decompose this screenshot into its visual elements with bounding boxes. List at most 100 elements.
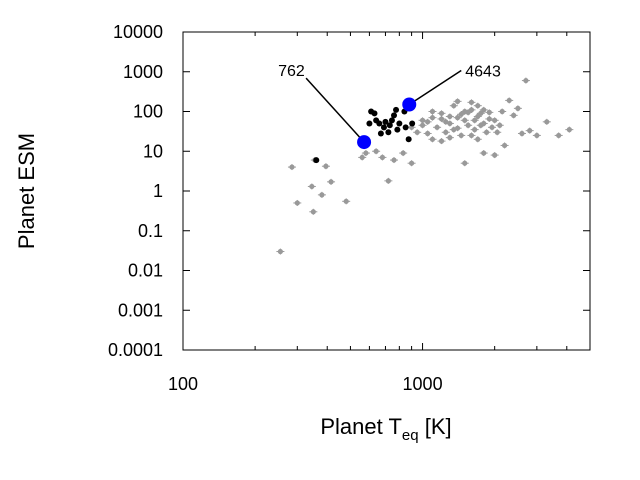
subset-marker (402, 124, 409, 131)
background-point (470, 117, 479, 124)
background-marker (501, 142, 508, 149)
background-marker (408, 160, 415, 166)
subset-marker (386, 122, 393, 129)
background-marker (468, 107, 475, 113)
background-marker (323, 163, 329, 169)
background-point (485, 109, 494, 116)
background-point (423, 130, 432, 137)
background-marker (319, 192, 325, 198)
y-axis-label: Planet ESM (14, 133, 39, 249)
background-marker (497, 122, 503, 128)
background-point (361, 150, 370, 157)
background-marker (468, 132, 475, 139)
background-point (565, 126, 574, 133)
background-point (479, 120, 488, 127)
background-marker (494, 129, 500, 135)
background-marker (391, 157, 397, 163)
background-marker (475, 136, 481, 142)
background-point (441, 118, 450, 125)
background-point (449, 126, 458, 133)
background-marker (534, 132, 540, 139)
background-marker (429, 108, 436, 115)
background-marker (400, 150, 406, 156)
background-marker (443, 119, 449, 125)
x-axis-label-unit: [K] (419, 414, 452, 439)
background-marker (454, 98, 461, 104)
background-point (445, 113, 454, 120)
background-point (307, 183, 316, 190)
background-marker (429, 136, 436, 142)
subset-marker (380, 124, 387, 131)
background-marker (478, 110, 484, 116)
subset-marker (409, 120, 416, 127)
subset-points (313, 106, 416, 164)
background-point (276, 248, 285, 255)
background-marker (483, 129, 490, 135)
subset-marker (377, 130, 384, 137)
background-marker (434, 124, 440, 130)
background-marker (458, 111, 464, 117)
subset-marker (405, 136, 412, 143)
background-marker (519, 130, 525, 137)
background-point (509, 112, 518, 119)
background-marker (447, 113, 453, 120)
background-point (453, 114, 462, 121)
background-marker (454, 115, 461, 121)
background-point (490, 117, 499, 124)
background-marker (566, 127, 572, 133)
background-point (437, 110, 446, 117)
background-marker (492, 152, 498, 158)
background-marker (309, 183, 315, 190)
background-point (407, 160, 416, 167)
background-point (488, 124, 497, 131)
background-point (554, 132, 563, 139)
background-point (513, 105, 522, 112)
background-point (457, 132, 466, 139)
background-point (399, 150, 408, 157)
x-tick-label: 1000 (403, 374, 443, 394)
highlight-marker (357, 135, 372, 150)
background-point (495, 122, 504, 129)
background-point (493, 129, 502, 136)
background-population-points (276, 77, 574, 255)
annotation-leader-line (305, 77, 365, 143)
background-marker (443, 129, 449, 135)
background-marker (511, 112, 517, 118)
background-marker (492, 117, 498, 123)
background-marker (385, 178, 391, 184)
subset-marker (366, 120, 373, 127)
background-point (467, 99, 476, 106)
x-axis-label-main: Planet T (320, 414, 402, 439)
background-point (485, 115, 494, 122)
y-tick-label: 0.0001 (108, 340, 163, 360)
background-point (498, 108, 507, 115)
background-marker (277, 248, 283, 255)
background-point (428, 136, 437, 143)
background-point (517, 130, 526, 137)
background-marker (310, 209, 316, 215)
y-tick-label: 0.1 (138, 221, 163, 241)
background-point (293, 199, 302, 206)
subset-marker (394, 126, 401, 133)
background-point (479, 150, 488, 157)
background-point (457, 111, 466, 118)
background-point (437, 138, 446, 145)
background-point (384, 177, 393, 184)
background-point (418, 117, 427, 124)
background-point (358, 154, 367, 161)
background-marker (462, 108, 468, 115)
highlight-label: 4643 (465, 64, 501, 81)
y-tick-label: 1 (153, 181, 163, 201)
background-marker (363, 150, 369, 156)
background-marker (462, 160, 468, 166)
background-point (428, 108, 437, 115)
background-marker (506, 97, 512, 104)
background-point (460, 160, 469, 167)
background-point (464, 122, 473, 129)
background-marker (472, 127, 478, 133)
subset-marker (382, 118, 389, 125)
background-marker (462, 117, 468, 123)
x-axis: 100 1000 (168, 32, 591, 394)
background-point (309, 208, 318, 215)
